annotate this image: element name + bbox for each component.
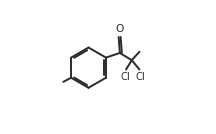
Text: Cl: Cl — [120, 72, 130, 82]
Text: O: O — [115, 24, 124, 34]
Text: Cl: Cl — [136, 72, 146, 82]
